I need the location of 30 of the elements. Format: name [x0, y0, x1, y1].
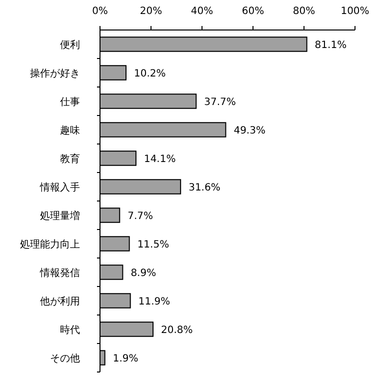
- data-label: 11.9%: [138, 296, 170, 308]
- data-label: 10.2%: [134, 68, 166, 80]
- y-tick-label: 便利: [60, 38, 80, 51]
- y-tick-label: 仕事: [60, 96, 80, 108]
- x-tick-label: 100%: [340, 6, 370, 17]
- data-label: 7.7%: [128, 210, 154, 222]
- data-label: 20.8%: [161, 324, 193, 336]
- y-tick-label: 処理量増: [40, 210, 80, 222]
- y-tick-label: 教育: [60, 152, 80, 165]
- x-tick-label: 40%: [190, 6, 214, 17]
- data-label: 8.9%: [130, 268, 156, 279]
- data-label: 37.7%: [204, 96, 236, 108]
- data-label: 1.9%: [112, 353, 138, 364]
- y-tick-label: 時代: [60, 324, 80, 336]
- y-tick-label: 処理能力向上: [20, 238, 80, 250]
- data-label: 11.5%: [137, 239, 170, 250]
- x-tick-label: 60%: [242, 6, 264, 17]
- y-tick-label: その他: [50, 352, 80, 364]
- y-tick-label: 趣味: [60, 124, 80, 136]
- data-label: 31.6%: [188, 182, 220, 194]
- y-tick-label: 他が利用: [40, 295, 80, 308]
- y-tick-label: 情報入手: [39, 181, 80, 194]
- x-tick-label: 80%: [292, 6, 316, 17]
- y-tick-label: 操作が好き: [30, 67, 80, 80]
- data-label: 14.1%: [144, 154, 176, 165]
- x-tick-label: 0%: [92, 6, 108, 17]
- y-tick-label: 情報発信: [39, 266, 80, 279]
- x-tick-label: 20%: [140, 6, 162, 17]
- data-label: 81.1%: [314, 40, 347, 51]
- data-label: 49.3%: [234, 125, 266, 136]
